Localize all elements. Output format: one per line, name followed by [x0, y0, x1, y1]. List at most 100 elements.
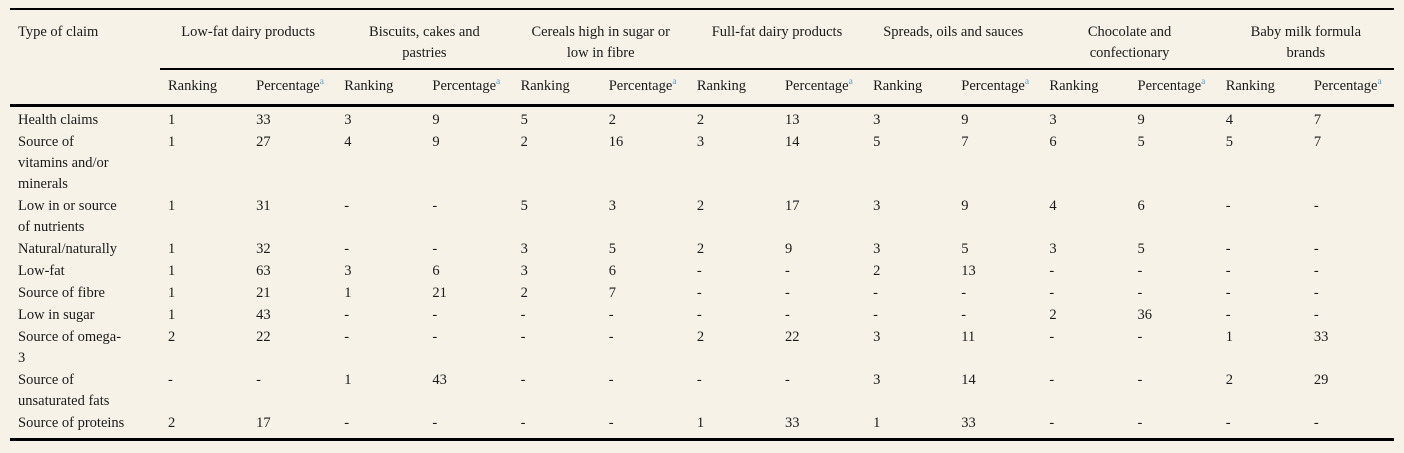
value-cell: 5: [520, 198, 528, 214]
footnote-marker: a: [1024, 77, 1030, 88]
value-cell: 3: [1049, 112, 1057, 128]
value-cell: -: [432, 198, 438, 214]
value-cell: 5: [1137, 134, 1145, 150]
value-cell: 2: [168, 415, 176, 431]
value-cell: 27: [256, 134, 271, 150]
value-cell: 33: [256, 112, 271, 128]
claim-type-cell: Source of unsaturated fats: [18, 372, 110, 409]
value-cell: 7: [961, 134, 969, 150]
ranking-column-header: Ranking: [1217, 69, 1306, 107]
percentage-column-header: Percentagea: [776, 69, 866, 107]
value-cell: -: [520, 307, 526, 323]
value-cell: -: [520, 415, 526, 431]
value-cell: -: [1225, 415, 1231, 431]
value-cell: -: [432, 415, 438, 431]
value-cell: -: [1225, 285, 1231, 301]
value-cell: -: [608, 329, 614, 345]
value-cell: 7: [608, 285, 616, 301]
table-row: Low-fat 1 63 3 6 3 6- -2 13- - - -: [10, 260, 1394, 282]
value-cell: 5: [608, 241, 616, 257]
value-cell: 2: [520, 134, 528, 150]
value-cell: 3: [873, 372, 881, 388]
value-cell: 4: [1225, 112, 1233, 128]
value-cell: 2: [873, 263, 881, 279]
value-cell: -: [1137, 285, 1143, 301]
product-category-header: Low-fat dairy products: [160, 9, 337, 70]
value-cell: 29: [1313, 372, 1329, 388]
value-cell: -: [520, 329, 526, 345]
value-cell: 2: [168, 329, 176, 345]
value-cell: -: [1137, 329, 1143, 345]
value-cell: -: [1049, 285, 1055, 301]
value-cell: -: [608, 372, 614, 388]
value-cell: 1: [168, 134, 176, 150]
table-header: Type of claim Low-fat dairy products Bisc…: [10, 9, 1394, 107]
percentage-column-header: Percentagea: [1305, 69, 1394, 107]
product-category-header: Cereals high in sugar or low in fibre: [512, 9, 689, 70]
ranking-column-header: Ranking: [160, 69, 249, 107]
table-row: Source of vitamins and/or minerals 1 27 4 9…: [10, 131, 1394, 195]
value-cell: -: [520, 372, 526, 388]
value-cell: -: [1137, 372, 1143, 388]
value-cell: 2: [608, 112, 616, 128]
value-cell: -: [1313, 241, 1319, 257]
claim-type-cell: Natural/naturally: [18, 241, 118, 257]
value-cell: -: [168, 372, 173, 388]
value-cell: 3: [520, 263, 528, 279]
value-cell: -: [1313, 198, 1319, 214]
ranking-column-header: Ranking: [1041, 69, 1130, 107]
value-cell: -: [432, 241, 438, 257]
value-cell: 33: [961, 415, 976, 431]
ranking-column-header: Ranking: [336, 69, 425, 107]
claim-type-cell: Low in or source of nutrients: [18, 198, 117, 235]
claim-type-cell: Source of vitamins and/or minerals: [18, 134, 109, 192]
value-cell: -: [873, 285, 878, 301]
value-cell: 63: [256, 263, 271, 279]
value-cell: -: [1049, 372, 1055, 388]
value-cell: -: [432, 307, 438, 323]
value-cell: 31: [256, 198, 271, 214]
value-cell: -: [1049, 329, 1055, 345]
claim-type-cell: Source of fibre: [18, 285, 105, 301]
value-cell: 9: [961, 112, 969, 128]
value-cell: 9: [784, 241, 793, 257]
value-cell: 5: [520, 112, 528, 128]
value-cell: -: [696, 263, 702, 279]
value-cell: 1: [344, 285, 352, 301]
footnote-marker: a: [1377, 77, 1382, 88]
table-row: Low in sugar 1 43 - - - - - - - - 2 36 - -: [10, 304, 1394, 326]
claim-type-cell: Health claims: [18, 112, 99, 128]
value-cell: 6: [432, 263, 440, 279]
claim-type-cell: Low in sugar: [18, 307, 95, 323]
value-cell: 11: [961, 329, 976, 345]
value-cell: -: [432, 329, 438, 345]
value-cell: -: [873, 307, 878, 323]
type-of-claim-header: Type of claim: [10, 9, 160, 107]
value-cell: 33: [1313, 329, 1329, 345]
product-category-header: Chocolate and confectionary: [1041, 9, 1218, 70]
table-row: Health claims 1 33 3 9 5 2 2 13 3 9 3 9 4 7: [10, 106, 1394, 132]
value-cell: 9: [432, 134, 440, 150]
value-cell: -: [1049, 415, 1055, 431]
value-cell: 2: [696, 198, 705, 214]
value-cell: -: [344, 415, 350, 431]
value-cell: -: [784, 285, 790, 301]
value-cell: 3: [873, 329, 881, 345]
value-cell: 3: [873, 198, 881, 214]
value-cell: -: [1049, 263, 1055, 279]
value-cell: -: [1313, 263, 1319, 279]
value-cell: -: [696, 372, 702, 388]
value-cell: 13: [961, 263, 976, 279]
value-cell: 17: [256, 415, 271, 431]
value-cell: -: [1225, 263, 1231, 279]
value-cell: 2: [696, 329, 705, 345]
value-cell: -: [256, 372, 261, 388]
value-cell: 6: [608, 263, 616, 279]
table-row: Source of omega-3 2 22- - - -2 22 3 11- -1 33: [10, 326, 1394, 369]
value-cell: -: [784, 263, 790, 279]
footnote-marker: a: [848, 77, 853, 88]
value-cell: 13: [784, 112, 800, 128]
value-cell: -: [1137, 415, 1143, 431]
value-cell: -: [961, 285, 967, 301]
value-cell: 9: [1137, 112, 1145, 128]
